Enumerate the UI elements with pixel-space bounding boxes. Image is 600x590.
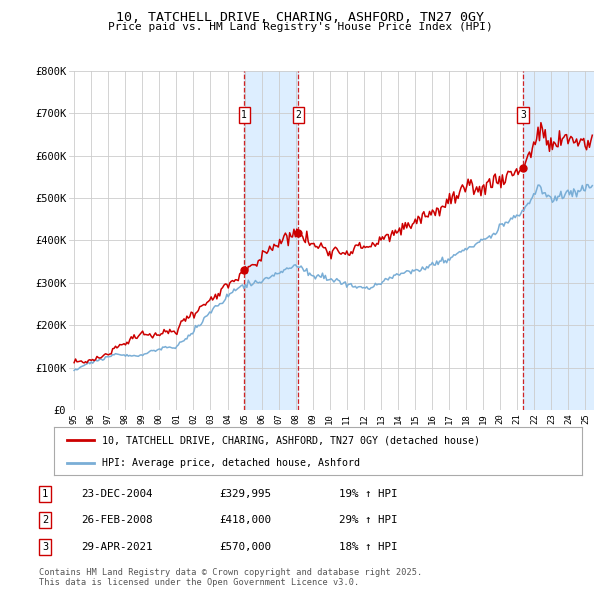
Text: 2: 2 — [42, 516, 48, 525]
Bar — [244, 71, 298, 410]
Bar — [523, 71, 594, 410]
Text: HPI: Average price, detached house, Ashford: HPI: Average price, detached house, Ashf… — [101, 458, 359, 468]
Text: 10, TATCHELL DRIVE, CHARING, ASHFORD, TN27 0GY (detached house): 10, TATCHELL DRIVE, CHARING, ASHFORD, TN… — [101, 435, 479, 445]
Text: 1: 1 — [42, 489, 48, 499]
Text: £418,000: £418,000 — [219, 516, 271, 525]
Text: 1: 1 — [241, 110, 247, 120]
Text: 26-FEB-2008: 26-FEB-2008 — [81, 516, 152, 525]
Text: 2: 2 — [295, 110, 301, 120]
Text: 18% ↑ HPI: 18% ↑ HPI — [339, 542, 397, 552]
Text: Price paid vs. HM Land Registry's House Price Index (HPI): Price paid vs. HM Land Registry's House … — [107, 22, 493, 32]
Text: 3: 3 — [42, 542, 48, 552]
Text: 23-DEC-2004: 23-DEC-2004 — [81, 489, 152, 499]
Text: 19% ↑ HPI: 19% ↑ HPI — [339, 489, 397, 499]
Text: Contains HM Land Registry data © Crown copyright and database right 2025.
This d: Contains HM Land Registry data © Crown c… — [39, 568, 422, 587]
Text: 29-APR-2021: 29-APR-2021 — [81, 542, 152, 552]
Text: £570,000: £570,000 — [219, 542, 271, 552]
Text: 29% ↑ HPI: 29% ↑ HPI — [339, 516, 397, 525]
Text: £329,995: £329,995 — [219, 489, 271, 499]
Text: 10, TATCHELL DRIVE, CHARING, ASHFORD, TN27 0GY: 10, TATCHELL DRIVE, CHARING, ASHFORD, TN… — [116, 11, 484, 24]
Text: 3: 3 — [520, 110, 526, 120]
